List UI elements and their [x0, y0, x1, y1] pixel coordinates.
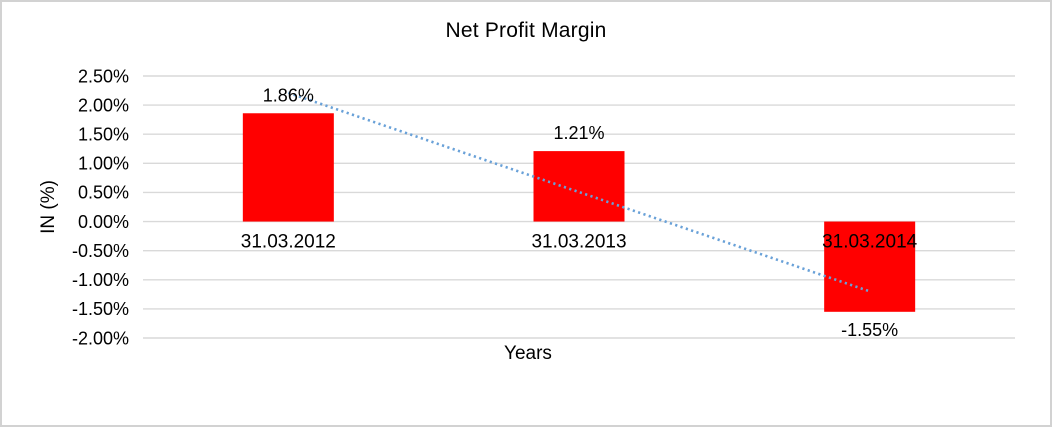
bar	[242, 113, 334, 222]
y-tick-label: -2.00%	[72, 328, 129, 348]
chart-title: Net Profit Margin	[445, 19, 607, 42]
y-tick-label: -1.00%	[72, 270, 129, 290]
trendline	[287, 91, 871, 293]
bar-data-label: -1.55%	[841, 320, 898, 340]
bar-data-label: 1.21%	[553, 123, 604, 143]
x-category-label: 31.03.2013	[531, 232, 626, 253]
y-tick-label: 2.50%	[78, 66, 129, 86]
y-tick-label: -1.50%	[72, 299, 129, 319]
y-tick-label: 2.00%	[78, 95, 129, 115]
y-tick-label: -0.50%	[72, 241, 129, 261]
x-category-label: 31.03.2014	[822, 232, 918, 253]
bar	[533, 151, 625, 222]
y-tick-label: 0.00%	[78, 212, 129, 232]
y-tick-label: 1.00%	[78, 154, 129, 174]
x-axis-title: Years	[504, 343, 552, 364]
y-tick-label: 1.50%	[78, 125, 129, 145]
y-tick-label: 0.50%	[78, 183, 129, 203]
bar-data-label: 1.86%	[263, 85, 314, 105]
x-category-label: 31.03.2012	[241, 232, 336, 253]
bar	[824, 221, 916, 312]
